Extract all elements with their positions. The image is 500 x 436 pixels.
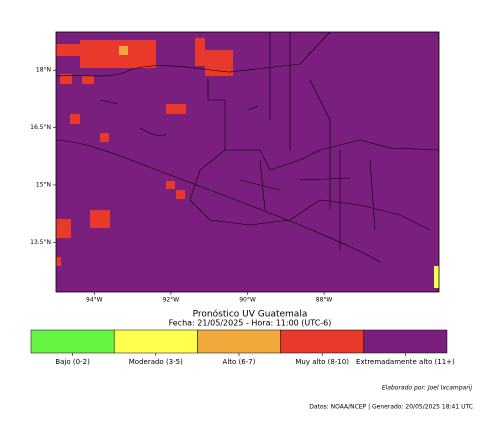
legend-swatch bbox=[30, 329, 115, 354]
legend-label: Bajo (0-2) bbox=[55, 358, 90, 366]
patch bbox=[80, 40, 156, 68]
patch bbox=[166, 181, 175, 189]
source: Datos: NOAA/NCEP | Generado: 20/05/2025 … bbox=[309, 404, 473, 411]
legend-label: Extremadamente alto (11+) bbox=[356, 358, 455, 366]
borders bbox=[55, 31, 440, 263]
patch bbox=[166, 104, 186, 114]
uv-patches bbox=[56, 38, 439, 288]
legend-label: Alto (6-7) bbox=[223, 358, 256, 366]
legend-swatch bbox=[197, 329, 281, 354]
y-tick-label: 15°N bbox=[36, 181, 51, 188]
x-tick-label: 90°W bbox=[239, 297, 256, 304]
patch bbox=[119, 46, 128, 55]
x-tick-label: 92°W bbox=[163, 297, 180, 304]
legend-swatch bbox=[280, 329, 365, 354]
patch bbox=[82, 76, 94, 84]
patch bbox=[56, 257, 61, 266]
x-tick-label: 94°W bbox=[86, 297, 103, 304]
legend-swatch bbox=[363, 329, 448, 354]
title: Pronóstico UV Guatemala bbox=[193, 309, 308, 320]
patch bbox=[70, 114, 80, 124]
patch bbox=[434, 266, 439, 288]
patch bbox=[100, 133, 109, 142]
patch bbox=[90, 210, 110, 228]
map-background bbox=[56, 32, 439, 292]
patch bbox=[56, 44, 84, 56]
y-tick-label: 16.5°N bbox=[30, 124, 51, 131]
legend-label: Moderado (3-5) bbox=[129, 358, 183, 366]
x-tick-label: 88°W bbox=[316, 297, 333, 304]
legend-label: Muy alto (8-10) bbox=[295, 358, 349, 366]
credit: Elaborado por: Joel Ixcamparij bbox=[382, 385, 472, 392]
y-tick-label: 13.5°N bbox=[30, 239, 51, 246]
legend: Bajo (0-2) Moderado (3-5) Alto (6-7) Muy al… bbox=[30, 329, 455, 366]
legend-swatch bbox=[113, 329, 198, 354]
patch bbox=[60, 74, 72, 84]
patch bbox=[176, 190, 185, 199]
subtitle: Fecha: 21/05/2025 - Hora: 11:00 (UTC-6) bbox=[169, 319, 332, 328]
patch bbox=[56, 219, 71, 238]
map bbox=[55, 31, 440, 293]
patch bbox=[195, 38, 205, 66]
y-tick-label: 18°N bbox=[36, 67, 51, 74]
